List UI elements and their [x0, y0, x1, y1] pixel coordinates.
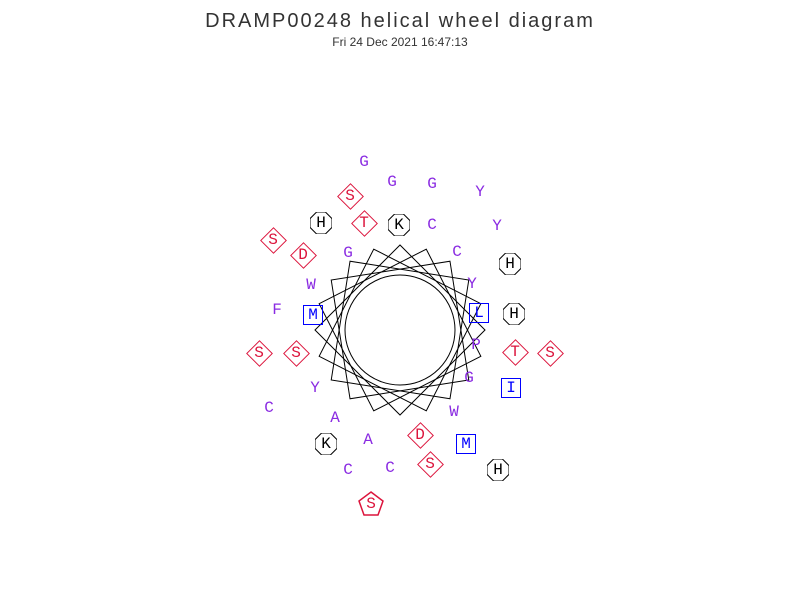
residue-k-7: K — [388, 214, 410, 236]
residue-l-19: L — [469, 303, 489, 323]
residue-c-36: C — [343, 462, 353, 478]
residue-g-12: G — [343, 245, 353, 261]
residue-p-23: P — [471, 337, 481, 353]
residue-c-37: C — [385, 460, 395, 476]
residue-y-16: Y — [467, 276, 477, 292]
residue-t-6: T — [352, 211, 376, 235]
residue-d-11: D — [291, 243, 315, 267]
residue-h-14: H — [499, 253, 521, 275]
residue-c-29: C — [264, 400, 274, 416]
residue-g-1: G — [387, 174, 397, 190]
residue-s-21: S — [247, 341, 271, 365]
residue-y-9: Y — [492, 218, 502, 234]
helical-wheel-diagram: GGGYSHTKCYSDGCHWYFMLHSSPTSYGICAWKADMCCSH… — [0, 10, 800, 610]
residue-m-18: M — [303, 305, 323, 325]
residue-s-40: S — [359, 492, 383, 516]
residue-h-39: H — [487, 459, 509, 481]
residue-g-2: G — [427, 176, 437, 192]
residue-s-38: S — [418, 452, 442, 476]
wheel-svg — [0, 10, 800, 610]
residue-t-24: T — [503, 340, 527, 364]
residue-g-27: G — [464, 370, 474, 386]
residue-h-20: H — [503, 303, 525, 325]
residue-g-0: G — [359, 154, 369, 170]
residue-c-8: C — [427, 217, 437, 233]
residue-i-28: I — [501, 378, 521, 398]
residue-c-13: C — [452, 244, 462, 260]
residue-s-22: S — [284, 341, 308, 365]
residue-k-32: K — [315, 433, 337, 455]
residue-f-17: F — [272, 302, 282, 318]
residue-a-30: A — [330, 410, 340, 426]
residue-h-5: H — [310, 212, 332, 234]
residue-s-4: S — [338, 184, 362, 208]
residue-a-33: A — [363, 432, 373, 448]
residue-s-10: S — [261, 228, 285, 252]
residue-w-31: W — [449, 404, 459, 420]
residue-y-26: Y — [310, 380, 320, 396]
residue-m-35: M — [456, 434, 476, 454]
residue-y-3: Y — [475, 184, 485, 200]
residue-d-34: D — [408, 423, 432, 447]
residue-w-15: W — [306, 277, 316, 293]
residue-s-25: S — [538, 341, 562, 365]
